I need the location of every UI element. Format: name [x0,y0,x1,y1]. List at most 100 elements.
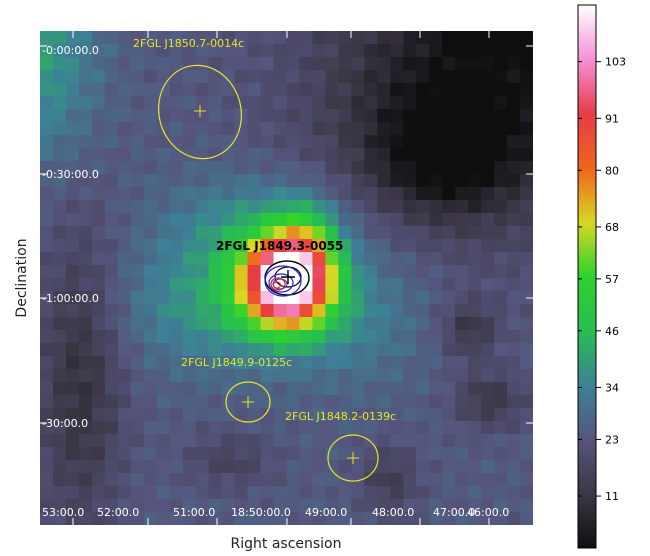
heatmap-cell [260,174,274,188]
heatmap-cell [377,148,391,162]
heatmap-cell [364,434,378,448]
heatmap-cell [468,512,482,525]
heatmap-cell [104,174,119,188]
heatmap-cell [351,395,365,409]
source-markers [157,64,379,482]
heatmap-cell [364,447,378,461]
heatmap-cell [338,486,352,500]
heatmap-cell [520,200,533,214]
heatmap-cell [377,265,391,279]
heatmap-cell [247,512,261,525]
heatmap-cell [182,187,197,201]
heatmap-cell [364,161,378,175]
heatmap-cell [494,473,508,487]
heatmap-cell [234,304,248,318]
heatmap-cell [182,148,197,162]
heatmap-cell [338,239,352,253]
heatmap-cell [507,382,521,396]
heatmap-cell [312,57,326,71]
heatmap-cell [247,291,261,305]
heatmap-cell [195,122,210,136]
heatmap-cell [40,317,54,331]
heatmap-cell [78,330,93,344]
heatmap-cell [234,434,248,448]
heatmap-cell [221,512,235,525]
heatmap-cell [52,70,67,84]
heatmap-cell [520,317,533,331]
heatmap-cell [117,109,132,123]
heatmap-cell [78,57,93,71]
heatmap-cell [182,499,197,513]
heatmap-cell [91,499,106,513]
heatmap-cell [65,57,80,71]
heatmap-cell [312,447,326,461]
heatmap-cell [130,44,145,58]
heatmap-cell [442,96,456,110]
heatmap-cell [247,252,261,266]
heatmap-cell [299,304,313,318]
heatmap-cell [247,486,261,500]
heatmap-cell [91,148,106,162]
heatmap-cell [390,512,404,525]
heatmap-cell [351,122,365,136]
heatmap-cell [169,161,184,175]
heatmap-cell [91,421,106,435]
heatmap-cell [364,83,378,97]
heatmap-cell [520,499,533,513]
heatmap-cell [507,499,521,513]
heatmap-cell [338,278,352,292]
heatmap-cell [234,382,248,396]
heatmap-cell [299,44,313,58]
heatmap-cell [468,278,482,292]
heatmap-cell [221,57,235,71]
heatmap-cell [377,447,391,461]
heatmap-cell [182,226,197,240]
heatmap-cell [65,187,80,201]
heatmap-cell [143,343,158,357]
heatmap-cell [52,44,67,58]
heatmap-cell [91,434,106,448]
heatmap-cell [40,135,54,149]
heatmap-cell [520,57,533,71]
heatmap-cell [494,499,508,513]
heatmap-cell [286,239,300,253]
heatmap-cell [312,44,326,58]
heatmap-cell [156,57,171,71]
heatmap-cell [156,252,171,266]
heatmap-cell [520,148,533,162]
heatmap-cell [468,187,482,201]
heatmap-cell [390,135,404,149]
heatmap-cell [494,174,508,188]
heatmap-cell [377,473,391,487]
heatmap-cell [481,317,495,331]
heatmap-cell [468,395,482,409]
heatmap-cell [260,421,274,435]
heatmap-cell [208,499,223,513]
heatmap-cell [468,226,482,240]
heatmap-cell [494,265,508,279]
heatmap-cell [247,135,261,149]
heatmap-cell [104,187,119,201]
heatmap-cell [130,213,145,227]
heatmap-cell [442,213,456,227]
heatmap-cell [208,278,223,292]
heatmap-cell [208,304,223,318]
heatmap-cell [65,291,80,305]
heatmap-cell [65,109,80,123]
heatmap-cell [169,148,184,162]
heatmap-cell [377,96,391,110]
heatmap-cell [416,226,430,240]
heatmap-cell [156,31,171,45]
heatmap-cell [104,226,119,240]
heatmap-cell [403,239,417,253]
heatmap-cell [351,421,365,435]
heatmap-cell [143,96,158,110]
heatmap-cell [169,278,184,292]
heatmap-cell [130,161,145,175]
heatmap-cell [143,408,158,422]
heatmap-cell [65,135,80,149]
heatmap-cell [117,200,132,214]
heatmap-cell [455,187,469,201]
heatmap-cell [325,187,339,201]
heatmap-cell [286,499,300,513]
